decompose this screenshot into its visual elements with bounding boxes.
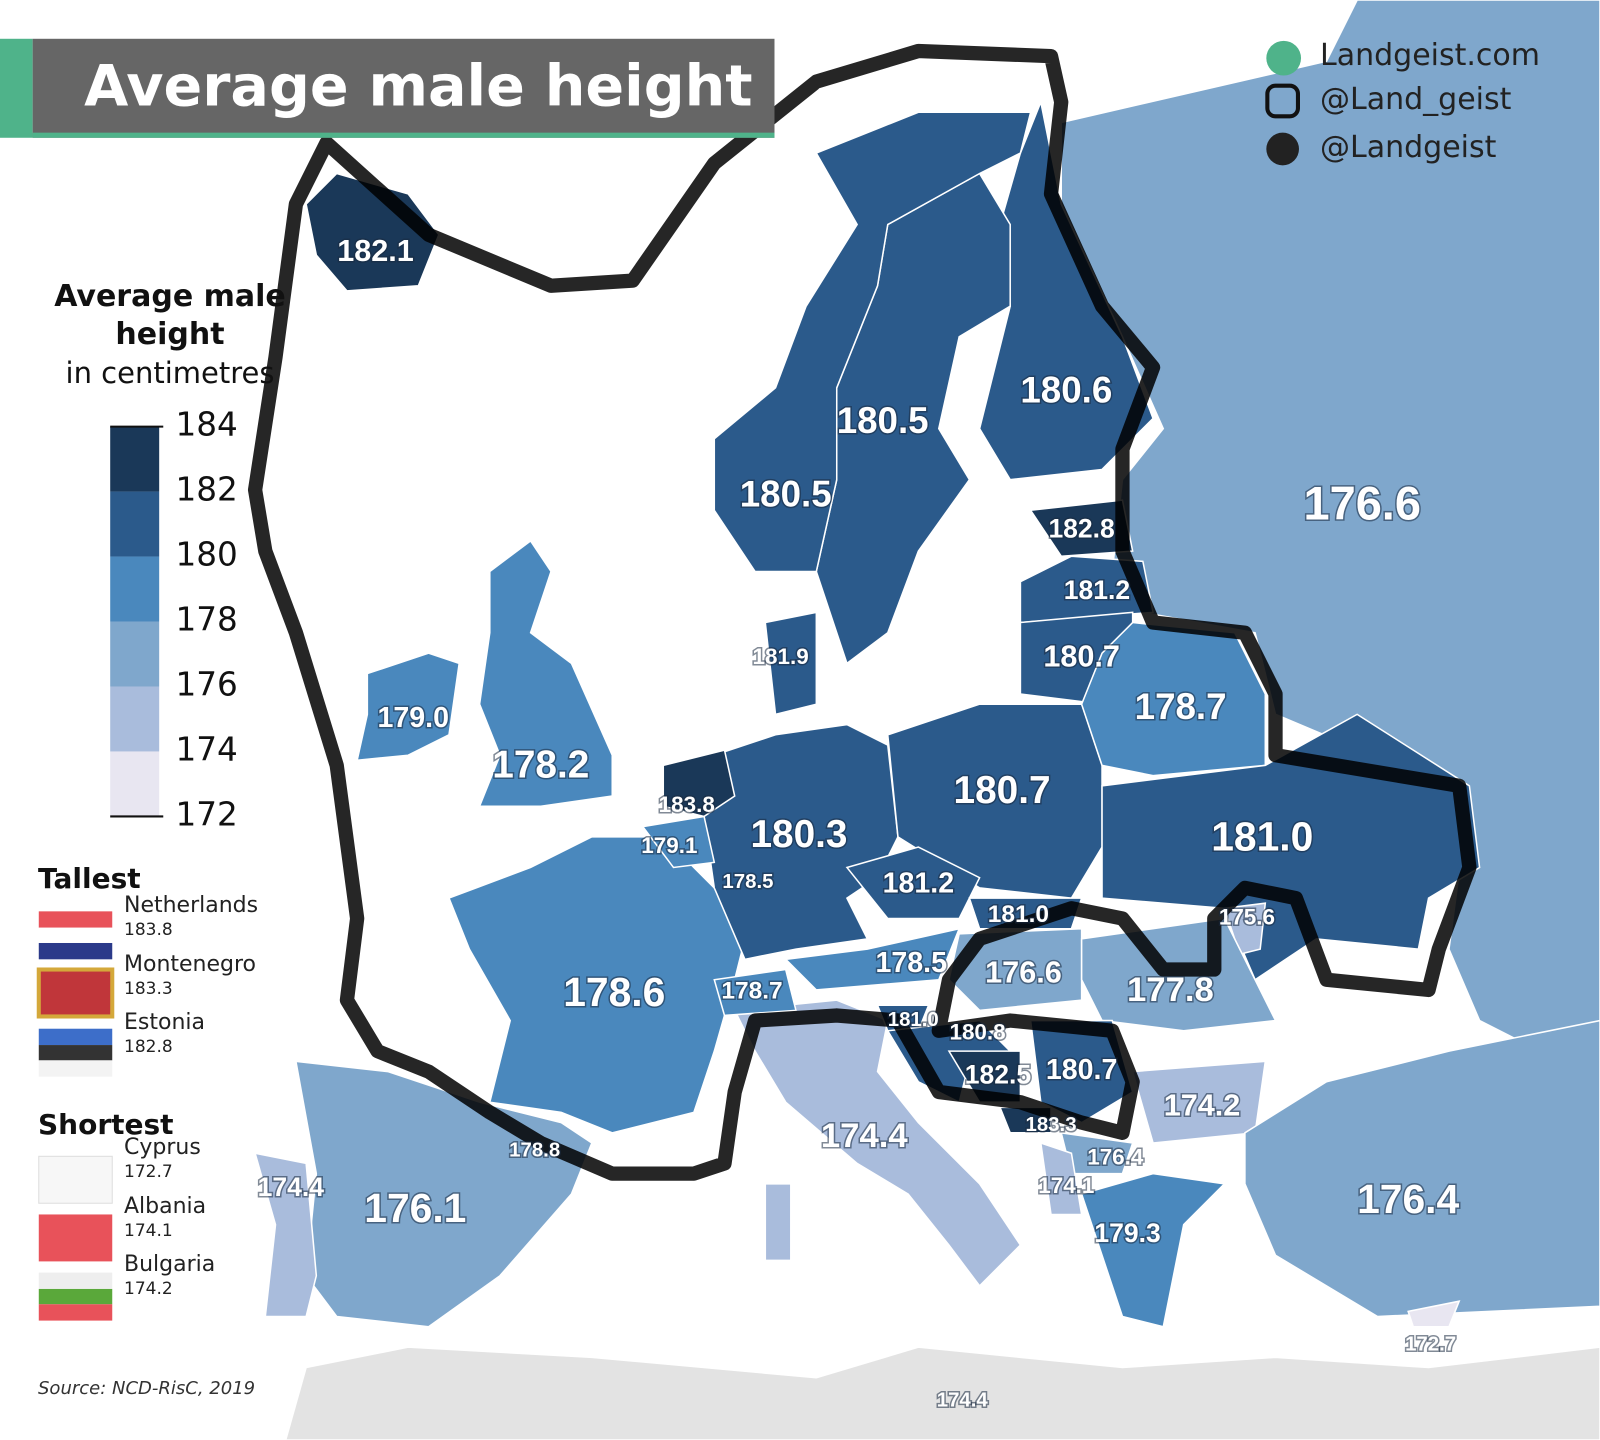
map-label: 181.0 <box>1211 814 1313 860</box>
legend-swatch <box>110 491 160 557</box>
map-labels: 182.1 180.5 180.6 180.5 176.6 182.8 181.2 181.9… <box>256 233 1461 1413</box>
country-name: Montenegro <box>124 951 257 977</box>
map-label: 181.2 <box>883 867 954 899</box>
map-label: 174.4 <box>937 1390 989 1412</box>
map-label: 178.7 <box>721 977 782 1004</box>
legend-title: Average male height <box>54 279 286 352</box>
map-label: 177.8 <box>1127 971 1214 1009</box>
country-name: Albania <box>124 1193 207 1219</box>
title-underline <box>32 132 775 138</box>
map-label: 179.3 <box>1094 1218 1160 1248</box>
map-label: 176.4 <box>1357 1176 1459 1222</box>
country-name: Estonia <box>124 1010 205 1035</box>
legend-swatch <box>110 556 160 622</box>
map-label: 179.1 <box>641 833 697 858</box>
country-value: 183.3 <box>124 978 173 999</box>
flags <box>36 911 115 1321</box>
twitter-icon <box>1266 132 1299 166</box>
legend-tick-label: 178 <box>176 601 238 639</box>
map-label: 178.7 <box>1135 686 1227 727</box>
map-label: 172.7 <box>1405 1333 1456 1355</box>
map-label: 181.9 <box>753 644 809 669</box>
legend-tick-label: 174 <box>176 730 238 768</box>
map-label: 181.0 <box>888 1009 939 1031</box>
map-label: 180.7 <box>954 769 1051 812</box>
instagram: @Land_geist <box>1320 82 1512 117</box>
map-label: 182.8 <box>1048 514 1114 544</box>
legend-tick-label: 180 <box>176 536 238 574</box>
shortest-heading: Shortest <box>38 1108 174 1141</box>
country-value: 174.2 <box>124 1279 173 1299</box>
legend-tick-label: 182 <box>176 471 238 509</box>
country-name: Cyprus <box>124 1135 201 1160</box>
country-name: Bulgaria <box>124 1252 216 1277</box>
tallest-heading: Tallest <box>38 862 141 895</box>
map-label: 175.6 <box>1219 904 1275 929</box>
map-label: 182.5 <box>965 1060 1032 1090</box>
map-label: 178.8 <box>509 1140 560 1162</box>
country-value: 183.8 <box>124 920 173 940</box>
map-label: 180.8 <box>949 1020 1005 1045</box>
country-value: 172.7 <box>124 1162 173 1182</box>
countries <box>254 0 1600 1440</box>
map-label: 180.6 <box>1020 370 1112 411</box>
map-label: 183.3 <box>1026 1114 1077 1136</box>
title: Average male height <box>84 53 752 119</box>
legend-tick-label: 172 <box>176 795 238 833</box>
map-label: 180.5 <box>740 474 832 515</box>
twitter: @Landgeist <box>1320 130 1497 165</box>
map-label: 174.2 <box>1164 1088 1241 1122</box>
map-label: 180.7 <box>1046 1054 1117 1086</box>
legend: 184 182 180 178 176 174 172 <box>110 406 238 833</box>
map-label: 180.5 <box>837 400 929 441</box>
map-label: 183.8 <box>659 792 715 817</box>
map-label: 179.0 <box>378 702 449 734</box>
map-label: 181.0 <box>988 901 1049 928</box>
country-value: 174.1 <box>124 1220 173 1241</box>
map-label: 178.2 <box>492 744 589 787</box>
title-box <box>32 38 775 138</box>
country-value: 182.8 <box>124 1037 173 1057</box>
map-label: 182.1 <box>337 234 414 268</box>
map-label: 180.3 <box>750 813 847 856</box>
legend-swatch <box>110 686 160 752</box>
legend-swatch <box>110 751 160 817</box>
map-label: 174.1 <box>1038 1173 1094 1198</box>
accent <box>0 38 33 138</box>
map-label: 174.4 <box>821 1117 909 1155</box>
legend-tick-label: 184 <box>176 406 238 444</box>
country-name: Netherlands <box>124 893 259 918</box>
map-label: 181.2 <box>1064 575 1130 605</box>
legend-tick-label: 176 <box>176 665 238 703</box>
legend-swatch <box>110 621 160 687</box>
map-label: 178.6 <box>563 969 665 1015</box>
map-label: 178.5 <box>875 947 947 979</box>
source: Source: NCD-RisC, 2019 <box>38 1378 256 1399</box>
map-label: 174.4 <box>258 1172 325 1202</box>
map-label: 180.7 <box>1043 639 1120 673</box>
website: Landgeist.com <box>1320 38 1540 73</box>
map-label: 178.5 <box>722 871 773 893</box>
globe-icon <box>1266 40 1302 76</box>
map-label: 176.6 <box>1304 478 1421 530</box>
outline <box>247 43 1477 1181</box>
map-label: 176.6 <box>985 956 1062 990</box>
legend-swatch <box>110 426 160 492</box>
map-label: 176.1 <box>364 1185 466 1231</box>
map-label: 176.4 <box>1087 1144 1144 1169</box>
legend-subtitle: in centimetres <box>65 356 275 390</box>
instagram-icon <box>1265 83 1300 119</box>
